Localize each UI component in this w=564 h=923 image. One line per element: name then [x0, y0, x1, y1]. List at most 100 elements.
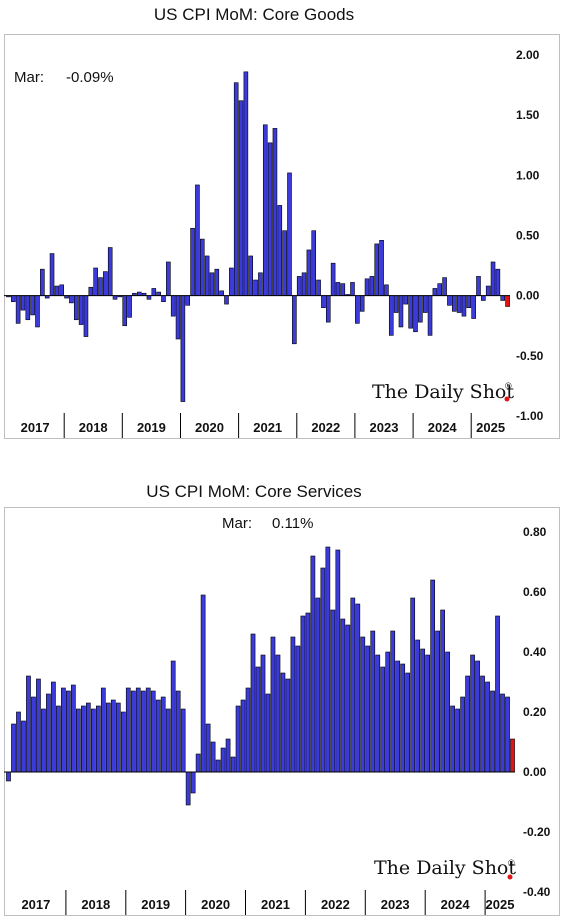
- bar: [115, 702, 121, 773]
- bar: [388, 295, 394, 336]
- brand-dot-icon: [504, 396, 510, 402]
- core-goods-chart: US CPI MoM: Core Goods Mar: -0.09% 2.00 1…: [4, 5, 560, 439]
- bar: [405, 672, 411, 773]
- bar: [380, 666, 386, 773]
- bar: [95, 705, 101, 773]
- bar: [73, 295, 79, 321]
- bar: [166, 261, 171, 296]
- bar: [364, 278, 370, 296]
- bar: [240, 699, 246, 773]
- brand-mark: ®: [505, 381, 512, 391]
- bar: [340, 618, 346, 773]
- bar: [282, 230, 287, 296]
- bar: [224, 295, 229, 305]
- bar: [59, 284, 65, 296]
- bar: [435, 630, 440, 773]
- bar: [140, 690, 146, 773]
- bar: [465, 675, 470, 773]
- x-tick-label: 2023: [381, 897, 410, 912]
- bar: [403, 295, 409, 305]
- bar: [243, 71, 249, 296]
- bar: [136, 291, 142, 296]
- bar: [461, 295, 467, 317]
- bar: [320, 567, 326, 773]
- bar: [185, 295, 191, 306]
- bar: [127, 295, 132, 318]
- bar: [31, 696, 36, 773]
- bar: [156, 291, 161, 296]
- y-tick-label: -0.50: [516, 349, 544, 363]
- bar: [384, 284, 389, 296]
- bar: [150, 690, 156, 773]
- x-tick-label: 2020: [195, 420, 224, 435]
- bar: [418, 295, 423, 323]
- bar: [306, 249, 312, 296]
- bar: [40, 268, 45, 296]
- bar: [475, 660, 480, 773]
- y-axis: 2.00 1.50 1.00 0.50 0.00 -0.50 -1.00: [516, 48, 544, 423]
- bar: [46, 693, 51, 773]
- bar: [408, 295, 413, 329]
- x-tick-label: 2020: [201, 897, 230, 912]
- bar: [432, 288, 438, 296]
- bar: [41, 708, 46, 773]
- bar: [325, 295, 331, 323]
- x-tick-label: 2019: [137, 420, 166, 435]
- bar: [120, 711, 126, 773]
- bar: [15, 295, 21, 324]
- bar: [505, 696, 510, 773]
- bar: [425, 654, 431, 773]
- bar: [66, 690, 71, 773]
- bar: [6, 771, 11, 782]
- bar: [145, 687, 151, 773]
- bar: [330, 609, 336, 773]
- bar: [30, 295, 35, 316]
- bar: [285, 678, 291, 773]
- bar: [229, 267, 234, 296]
- bar: [466, 295, 472, 309]
- brand-logo: The Daily Shot ®: [372, 381, 514, 403]
- bar: [340, 283, 346, 296]
- bar: [199, 238, 205, 296]
- bar: [175, 690, 181, 773]
- bar: [195, 184, 200, 296]
- bar: [437, 283, 443, 296]
- bar: [316, 279, 321, 296]
- bar: [450, 705, 455, 773]
- bar: [272, 128, 278, 296]
- bar: [220, 747, 226, 773]
- bar: [258, 272, 263, 296]
- y-tick-label: 0.40: [523, 645, 547, 659]
- bar: [54, 285, 60, 296]
- chart-title: US CPI MoM: Core Goods: [154, 5, 354, 24]
- bar: [375, 654, 381, 773]
- bar: [11, 723, 16, 773]
- x-axis: 2017 2018 2019 2020 2021 2022 2023 2024 2025: [21, 890, 514, 915]
- bar: [275, 654, 281, 773]
- x-tick-label: 2018: [81, 897, 110, 912]
- bar: [442, 277, 447, 296]
- x-tick-label: 2024: [428, 420, 458, 435]
- bar: [175, 295, 181, 340]
- y-tick-label: -1.00: [516, 409, 544, 423]
- x-tick-label: 2017: [21, 897, 50, 912]
- bar: [420, 648, 426, 773]
- bar: [49, 253, 55, 296]
- x-tick-label: 2024: [441, 897, 471, 912]
- bar: [277, 205, 283, 296]
- bar: [69, 295, 74, 304]
- bar: [180, 295, 186, 402]
- bar: [495, 615, 500, 773]
- latest-value-label: 0.11%: [272, 515, 313, 532]
- bar: [122, 295, 128, 327]
- y-tick-label: -0.40: [523, 885, 551, 899]
- y-tick-label: 0.20: [523, 705, 547, 719]
- bar: [219, 290, 224, 296]
- bar: [480, 675, 485, 773]
- brand-text: The Daily Shot: [372, 381, 514, 403]
- bar-latest: [510, 738, 515, 773]
- bar: [292, 295, 297, 345]
- x-tick-label: 2019: [141, 897, 170, 912]
- brand-dot-icon: [507, 874, 513, 880]
- y-tick-label: 0.80: [523, 525, 547, 539]
